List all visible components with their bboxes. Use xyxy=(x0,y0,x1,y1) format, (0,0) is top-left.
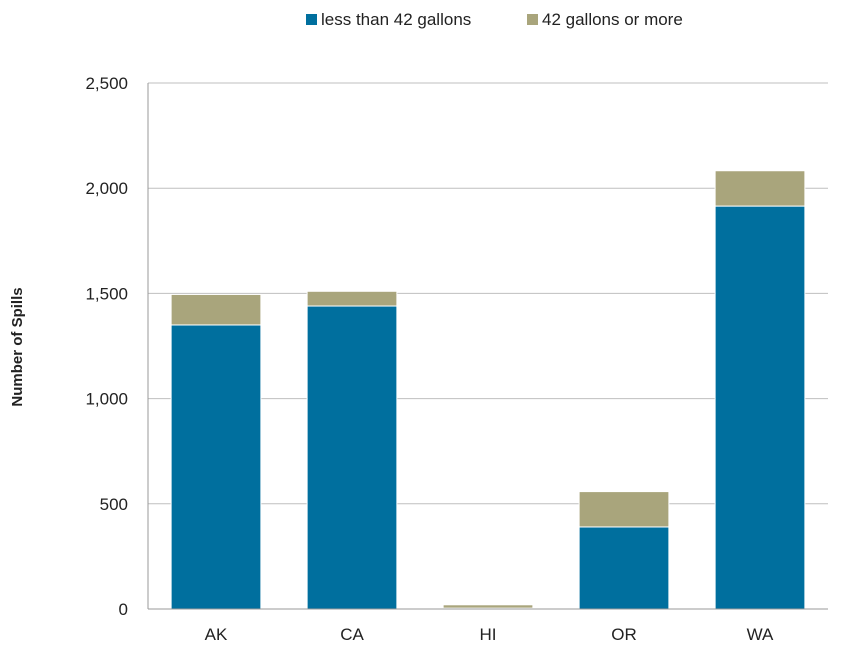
bar-ca-series-1 xyxy=(306,305,398,610)
axes: 0 500 1,000 1,500 2,000 2,500 AK CA HI OR WA xyxy=(85,74,828,644)
legend: less than 42 gallons 42 gallons or more xyxy=(306,10,683,29)
bars xyxy=(170,170,806,610)
y-tick-label: 2,500 xyxy=(85,74,128,93)
x-tick-label: AK xyxy=(205,625,228,644)
bar-wa-series-2 xyxy=(714,170,806,207)
bar-ca-series-2 xyxy=(306,290,398,307)
y-tick-label: 500 xyxy=(100,495,128,514)
y-tick-label: 0 xyxy=(119,600,128,619)
legend-label-1: less than 42 gallons xyxy=(321,10,471,29)
bar-or-series-2 xyxy=(578,491,670,528)
x-tick-label: CA xyxy=(340,625,364,644)
legend-label-2: 42 gallons or more xyxy=(542,10,683,29)
bar-ak-series-2 xyxy=(170,293,262,326)
y-tick-label: 1,500 xyxy=(85,284,128,303)
bar-ak-series-1 xyxy=(170,324,262,610)
legend-swatch-2 xyxy=(527,14,538,25)
legend-swatch-1 xyxy=(306,14,317,25)
y-axis-label: Number of Spills xyxy=(9,287,26,406)
y-tick-label: 1,000 xyxy=(85,390,128,409)
bar-wa-series-1 xyxy=(714,205,806,610)
bar-hi-series-2 xyxy=(442,604,534,609)
x-tick-label: HI xyxy=(480,625,497,644)
y-tick-label: 2,000 xyxy=(85,179,128,198)
x-tick-label: WA xyxy=(747,625,774,644)
x-tick-label: OR xyxy=(611,625,637,644)
bar-or-series-1 xyxy=(578,526,670,610)
